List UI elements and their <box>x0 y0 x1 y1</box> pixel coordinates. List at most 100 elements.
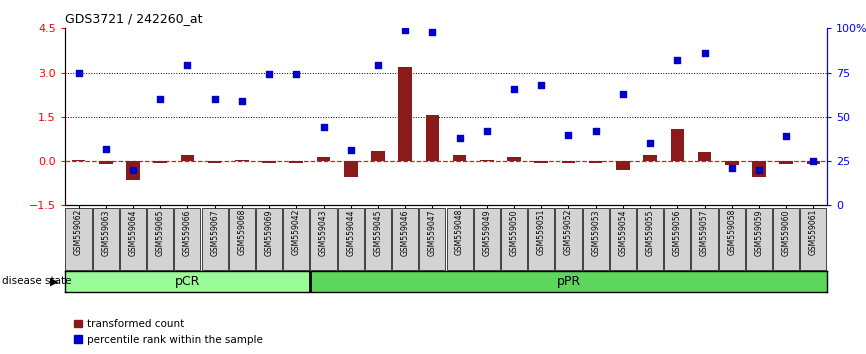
Bar <box>289 161 303 162</box>
Point <box>725 165 739 171</box>
FancyBboxPatch shape <box>773 208 799 270</box>
Bar <box>372 151 385 161</box>
FancyBboxPatch shape <box>283 208 309 270</box>
FancyBboxPatch shape <box>419 208 445 270</box>
Text: disease state: disease state <box>2 276 71 286</box>
FancyBboxPatch shape <box>583 208 609 270</box>
FancyBboxPatch shape <box>528 208 554 270</box>
Point <box>806 158 820 164</box>
Bar <box>317 156 330 161</box>
Bar <box>208 161 222 162</box>
Text: pCR: pCR <box>175 275 200 288</box>
Text: GSM559058: GSM559058 <box>727 209 736 255</box>
Point <box>616 91 630 97</box>
Text: ▶: ▶ <box>50 276 59 286</box>
Bar <box>262 161 276 162</box>
Point <box>398 27 412 33</box>
Bar <box>725 161 739 166</box>
Point <box>425 29 439 35</box>
Point <box>643 141 657 146</box>
Text: GSM559046: GSM559046 <box>401 209 410 256</box>
FancyBboxPatch shape <box>447 208 473 270</box>
Bar <box>589 161 603 162</box>
Legend: transformed count, percentile rank within the sample: transformed count, percentile rank withi… <box>70 315 267 349</box>
FancyBboxPatch shape <box>664 208 690 270</box>
Point <box>507 86 521 91</box>
Text: GSM559067: GSM559067 <box>210 209 219 256</box>
Text: GSM559043: GSM559043 <box>319 209 328 256</box>
Point <box>453 135 467 141</box>
Bar <box>235 160 249 161</box>
Bar <box>310 271 827 292</box>
Bar <box>126 161 139 180</box>
Bar <box>507 156 520 161</box>
Bar <box>698 152 711 161</box>
Point <box>752 167 766 173</box>
FancyBboxPatch shape <box>392 208 418 270</box>
Bar <box>72 160 86 161</box>
FancyBboxPatch shape <box>147 208 173 270</box>
Bar <box>153 161 167 162</box>
FancyBboxPatch shape <box>637 208 663 270</box>
Text: GSM559065: GSM559065 <box>156 209 165 256</box>
Text: GSM559052: GSM559052 <box>564 209 573 255</box>
FancyBboxPatch shape <box>120 208 146 270</box>
Bar <box>670 129 684 161</box>
Point <box>289 72 303 77</box>
Bar <box>65 271 310 292</box>
Text: pPR: pPR <box>556 275 580 288</box>
FancyBboxPatch shape <box>229 208 255 270</box>
Point <box>153 96 167 102</box>
Bar <box>779 161 793 164</box>
Text: GSM559047: GSM559047 <box>428 209 436 256</box>
Point <box>262 72 276 77</box>
Point <box>126 167 140 173</box>
FancyBboxPatch shape <box>555 208 582 270</box>
Bar <box>99 161 113 164</box>
Bar <box>453 155 467 161</box>
Text: GDS3721 / 242260_at: GDS3721 / 242260_at <box>65 12 203 25</box>
Bar <box>181 155 194 161</box>
Text: GSM559042: GSM559042 <box>292 209 301 255</box>
FancyBboxPatch shape <box>610 208 636 270</box>
Point <box>670 57 684 63</box>
FancyBboxPatch shape <box>66 208 92 270</box>
Text: GSM559055: GSM559055 <box>646 209 655 256</box>
Text: GSM559051: GSM559051 <box>537 209 546 255</box>
Text: GSM559061: GSM559061 <box>809 209 818 255</box>
Text: GSM559068: GSM559068 <box>237 209 246 255</box>
Text: GSM559069: GSM559069 <box>265 209 274 256</box>
FancyBboxPatch shape <box>800 208 826 270</box>
Text: GSM559050: GSM559050 <box>509 209 519 256</box>
Text: GSM559062: GSM559062 <box>74 209 83 255</box>
Point <box>779 133 793 139</box>
Point <box>208 96 222 102</box>
FancyBboxPatch shape <box>474 208 500 270</box>
Point <box>317 125 331 130</box>
Point <box>180 63 194 68</box>
Text: GSM559056: GSM559056 <box>673 209 682 256</box>
Bar <box>753 161 766 177</box>
Text: GSM559045: GSM559045 <box>373 209 383 256</box>
FancyBboxPatch shape <box>746 208 772 270</box>
FancyBboxPatch shape <box>174 208 201 270</box>
Point <box>698 50 712 56</box>
Text: GSM559066: GSM559066 <box>183 209 192 256</box>
Point <box>344 148 358 153</box>
Text: GSM559044: GSM559044 <box>346 209 355 256</box>
Bar <box>425 115 439 161</box>
Text: GSM559064: GSM559064 <box>128 209 138 256</box>
Text: GSM559063: GSM559063 <box>101 209 110 256</box>
Text: GSM559054: GSM559054 <box>618 209 627 256</box>
Point <box>72 70 86 75</box>
Point <box>561 132 575 137</box>
Text: GSM559059: GSM559059 <box>754 209 764 256</box>
FancyBboxPatch shape <box>202 208 228 270</box>
FancyBboxPatch shape <box>501 208 527 270</box>
Point <box>235 98 249 104</box>
Bar <box>643 155 657 161</box>
Bar <box>562 161 575 162</box>
Bar <box>806 161 820 164</box>
Text: GSM559053: GSM559053 <box>591 209 600 256</box>
Text: GSM559049: GSM559049 <box>482 209 491 256</box>
